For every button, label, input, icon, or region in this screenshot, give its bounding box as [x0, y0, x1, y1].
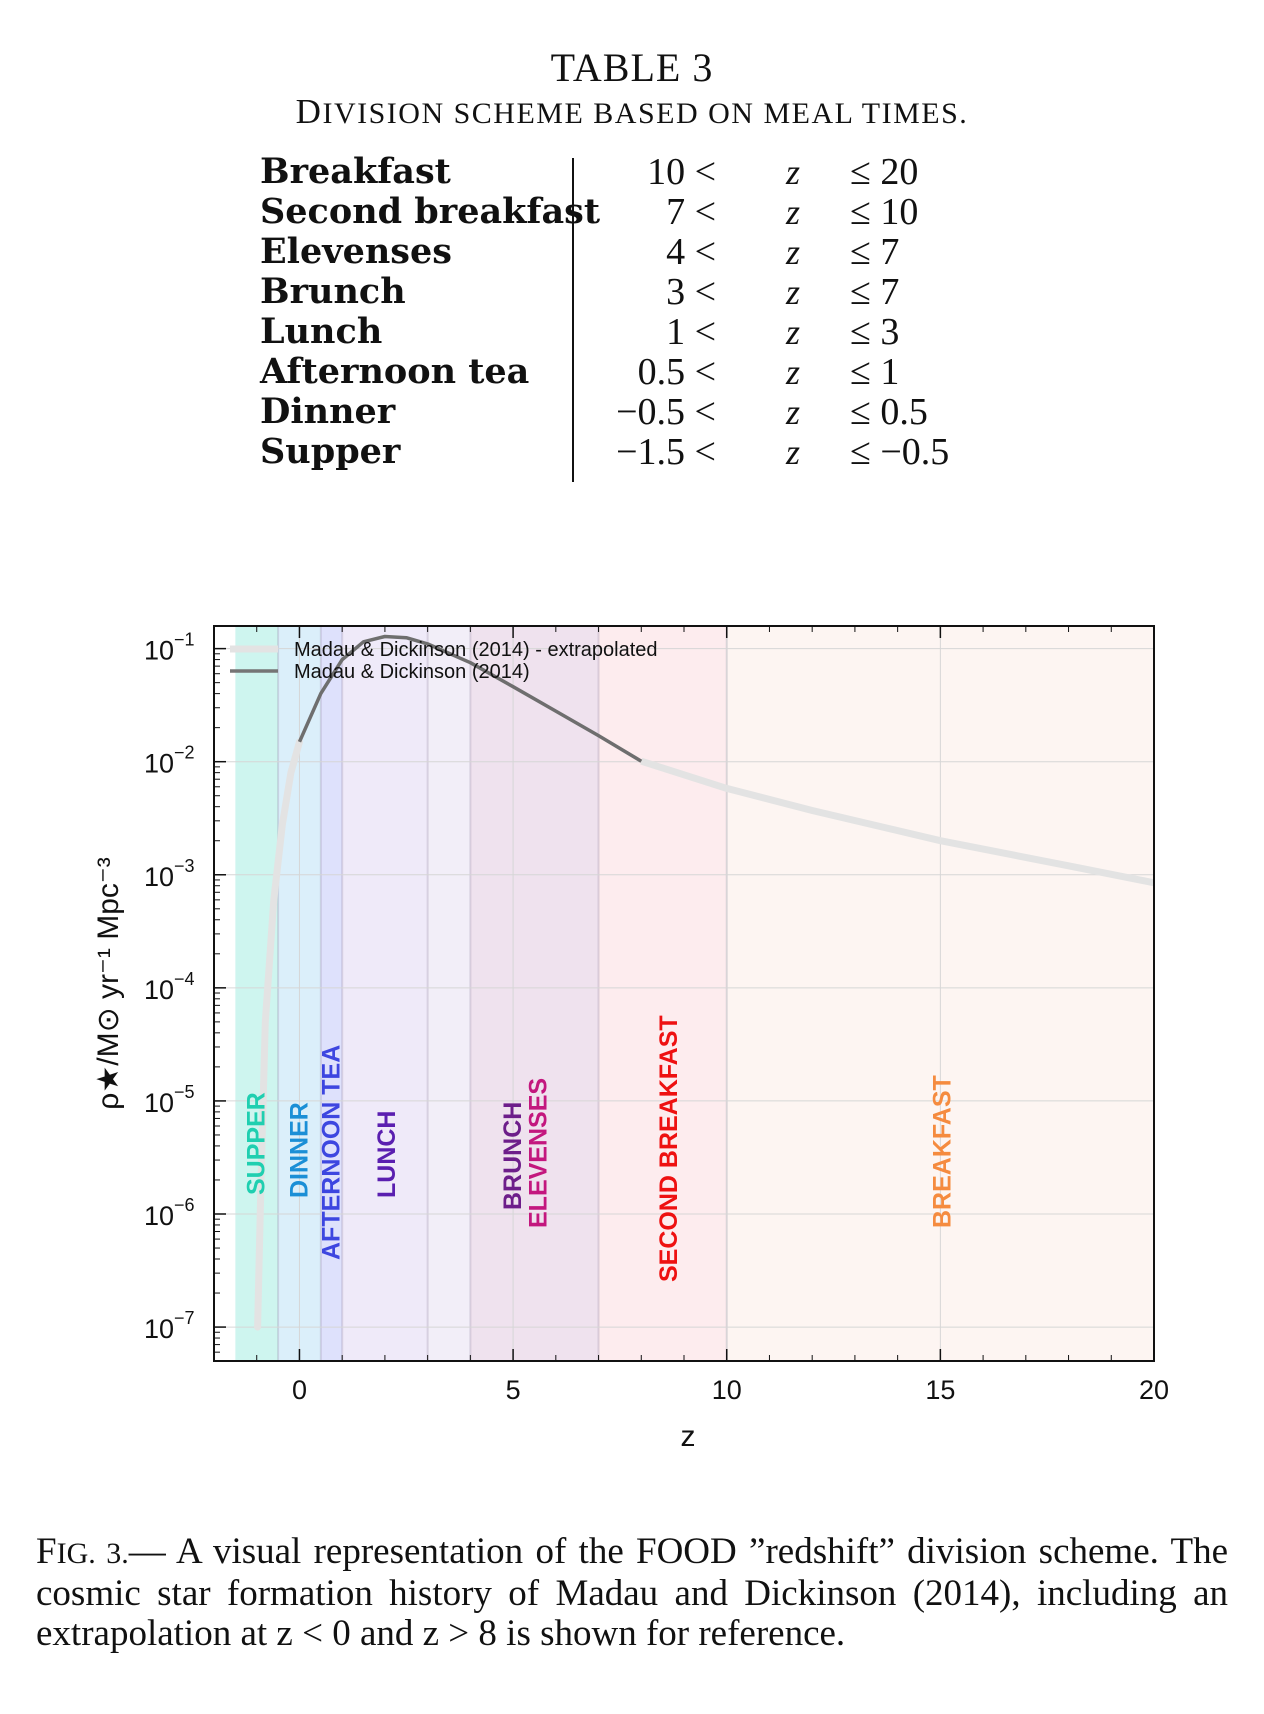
meal-lower-bound: 4 <	[666, 231, 716, 273]
meal-upper-bound: ≤ 3	[850, 311, 900, 353]
meal-band	[427, 626, 471, 1361]
meal-upper-bound: ≤ 0.5	[850, 391, 928, 433]
legend-label: Madau & Dickinson (2014) - extrapolated	[294, 639, 658, 661]
meal-variable: z	[785, 192, 800, 232]
y-tick-exponent: −4	[174, 969, 195, 989]
band-label: DINNER	[285, 1102, 313, 1198]
meal-row: Afternoon tea 0.5 < z ≤ 1	[260, 351, 1000, 393]
band-label: SUPPER	[243, 1092, 271, 1195]
x-tick-label: 0	[292, 1375, 307, 1405]
band-label: ELEVENSES	[525, 1078, 553, 1228]
series-extrapolated-high	[640, 757, 1155, 887]
meal-upper-bound: ≤ 20	[850, 151, 919, 193]
meal-lower-bound: 7 <	[666, 191, 716, 233]
meal-lower-bound: −1.5 <	[616, 431, 716, 473]
band-label: BRUNCH	[499, 1102, 527, 1210]
meal-variable: z	[785, 432, 800, 472]
band-label: AFTERNOON TEA	[317, 1045, 345, 1260]
meal-row: Brunch 3 < z ≤ 7	[260, 271, 1000, 313]
meal-name: Second breakfast	[260, 191, 601, 232]
y-tick-exponent: −2	[174, 743, 195, 763]
meal-name: Lunch	[260, 311, 383, 352]
band-label: BREAKFAST	[928, 1075, 956, 1228]
y-tick-label: 10	[144, 636, 174, 666]
table-vertical-rule	[572, 158, 574, 482]
meal-row: Elevenses 4 < z ≤ 7	[260, 231, 1000, 273]
meal-row: Second breakfast 7 < z ≤ 10	[260, 191, 1000, 233]
meal-upper-bound: ≤ 10	[850, 191, 919, 233]
star-formation-figure: SUPPER DINNER AFTERNOON TEA LUNCH BRUNCHELEV…	[92, 625, 1169, 1453]
legend-label: Madau & Dickinson (2014)	[294, 661, 530, 683]
meal-variable: z	[785, 392, 800, 432]
meal-band	[470, 626, 599, 1361]
y-axis-label: ρ★/M⊙ yr⁻¹ Mpc⁻³	[92, 857, 125, 1109]
x-tick-label: 20	[1139, 1375, 1169, 1405]
series-extrapolated-low	[254, 738, 303, 1331]
meal-name: Elevenses	[260, 231, 452, 272]
figure-label-initial: F	[36, 1531, 57, 1572]
meal-upper-bound: ≤ 7	[850, 231, 900, 273]
meal-lower-bound: 10 <	[647, 151, 716, 193]
series-madau-dickinson	[297, 634, 643, 763]
table-caption: DIVISION SCHEME BASED ON MEAL TIMES.	[0, 92, 1264, 132]
y-tick-exponent: −7	[174, 1308, 195, 1328]
figure-caption: FIG. 3.— A visual representation of the …	[36, 1532, 1228, 1654]
table-caption-rest: IVISION SCHEME BASED ON MEAL TIMES.	[322, 97, 969, 130]
meal-band	[320, 626, 343, 1361]
x-tick-label: 10	[712, 1375, 742, 1405]
table-title: TABLE 3	[550, 45, 714, 90]
meal-name: Breakfast	[260, 151, 451, 192]
meal-name: Brunch	[260, 271, 406, 312]
x-tick-label: 15	[925, 1375, 955, 1405]
y-tick-exponent: −3	[174, 856, 195, 876]
meal-name: Afternoon tea	[260, 351, 530, 392]
meal-variable: z	[785, 232, 800, 272]
y-tick-label: 10	[144, 1314, 174, 1344]
y-tick-label: 10	[144, 1201, 174, 1231]
meal-table: Breakfast 10 < z ≤ 20 Second breakfast 7 < z ≤ …	[260, 151, 1000, 473]
meal-upper-bound: ≤ −0.5	[850, 431, 950, 473]
meal-row: Supper −1.5 < z ≤ −0.5	[260, 431, 1000, 473]
y-tick-exponent: −6	[174, 1195, 195, 1215]
y-tick-label: 10	[144, 1088, 174, 1118]
y-tick-label: 10	[144, 749, 174, 779]
meal-row: Dinner −0.5 < z ≤ 0.5	[260, 391, 1000, 433]
figure-caption-text: — A visual representation of the FOOD ”r…	[36, 1531, 1229, 1654]
meal-variable: z	[785, 312, 800, 352]
meal-upper-bound: ≤ 1	[850, 351, 900, 393]
y-tick-exponent: −5	[174, 1082, 195, 1102]
figure-label: FIG. 3.	[36, 1531, 129, 1572]
table-caption-initial: D	[295, 92, 323, 131]
meal-variable: z	[785, 272, 800, 312]
meal-lower-bound: 3 <	[666, 271, 716, 313]
figure-label-rest: IG. 3.	[56, 1537, 129, 1570]
meal-lower-bound: −0.5 <	[616, 391, 716, 433]
x-axis-label: z	[681, 1420, 696, 1453]
meal-name: Dinner	[260, 391, 396, 432]
meal-variable: z	[785, 152, 800, 192]
x-tick-label: 5	[506, 1375, 521, 1405]
meal-lower-bound: 0.5 <	[637, 351, 716, 393]
meal-variable: z	[785, 352, 800, 392]
meal-band	[342, 626, 428, 1361]
meal-row: Lunch 1 < z ≤ 3	[260, 311, 1000, 353]
meal-upper-bound: ≤ 7	[850, 271, 900, 313]
meal-row: Breakfast 10 < z ≤ 20	[260, 151, 1000, 193]
y-tick-label: 10	[144, 975, 174, 1005]
band-label: LUNCH	[373, 1111, 401, 1199]
y-tick-exponent: −1	[174, 630, 195, 650]
meal-lower-bound: 1 <	[666, 311, 716, 353]
band-label: SECOND BREAKFAST	[655, 1015, 683, 1282]
y-tick-label: 10	[144, 862, 174, 892]
meal-name: Supper	[260, 431, 401, 472]
